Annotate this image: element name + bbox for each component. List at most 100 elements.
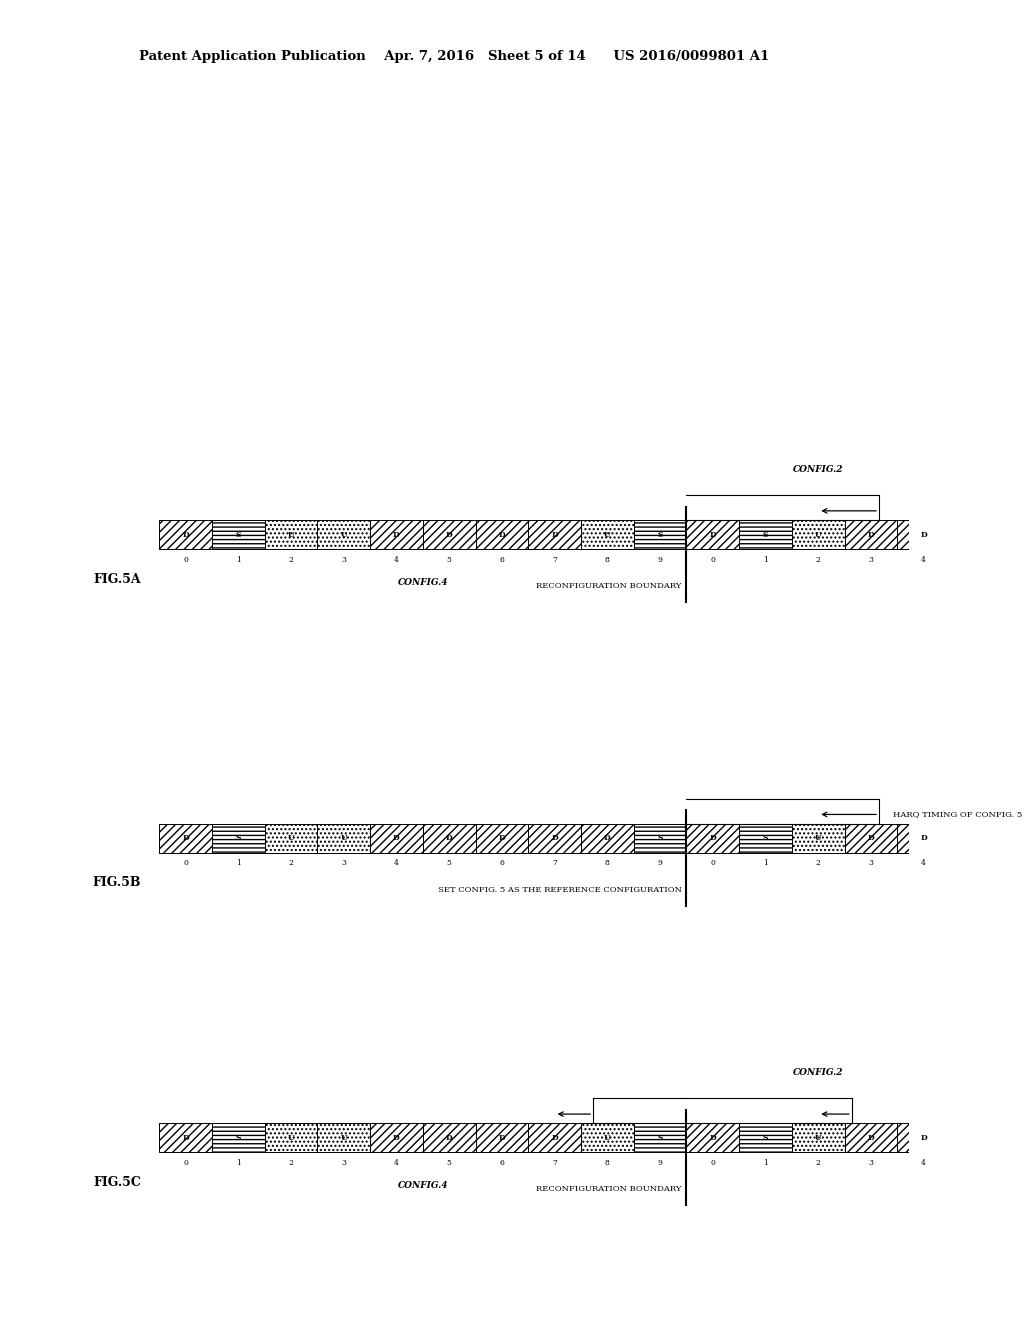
FancyBboxPatch shape bbox=[370, 520, 423, 549]
FancyBboxPatch shape bbox=[739, 520, 792, 549]
Text: FIG.5B: FIG.5B bbox=[92, 876, 141, 890]
FancyBboxPatch shape bbox=[897, 824, 950, 853]
Text: U: U bbox=[815, 531, 821, 539]
Text: 3: 3 bbox=[341, 1159, 346, 1167]
Text: D: D bbox=[921, 531, 927, 539]
Text: 5: 5 bbox=[446, 556, 452, 564]
Text: D: D bbox=[499, 834, 505, 842]
Text: FIG.5A: FIG.5A bbox=[93, 573, 141, 586]
FancyBboxPatch shape bbox=[845, 824, 897, 853]
FancyBboxPatch shape bbox=[897, 520, 950, 549]
Text: D: D bbox=[182, 1134, 188, 1142]
FancyBboxPatch shape bbox=[581, 1123, 634, 1152]
FancyBboxPatch shape bbox=[264, 520, 317, 549]
Text: 4: 4 bbox=[394, 556, 398, 564]
Text: D: D bbox=[867, 1134, 874, 1142]
Text: D: D bbox=[710, 531, 716, 539]
Text: 3: 3 bbox=[868, 1159, 873, 1167]
Text: CONFIG.4: CONFIG.4 bbox=[397, 1181, 449, 1191]
Text: 2: 2 bbox=[816, 556, 820, 564]
FancyBboxPatch shape bbox=[528, 520, 581, 549]
Text: D: D bbox=[393, 1134, 399, 1142]
FancyBboxPatch shape bbox=[528, 824, 581, 853]
Text: CONFIG.4: CONFIG.4 bbox=[397, 578, 449, 587]
Text: 3: 3 bbox=[868, 556, 873, 564]
Text: 0: 0 bbox=[711, 556, 715, 564]
Text: U: U bbox=[815, 834, 821, 842]
Text: RECONFIGURATION BOUNDARY: RECONFIGURATION BOUNDARY bbox=[537, 1185, 682, 1193]
FancyBboxPatch shape bbox=[370, 824, 423, 853]
Text: U: U bbox=[340, 1134, 347, 1142]
Text: D: D bbox=[445, 1134, 453, 1142]
Text: 0: 0 bbox=[711, 1159, 715, 1167]
Text: 0: 0 bbox=[711, 859, 715, 867]
FancyBboxPatch shape bbox=[212, 1123, 264, 1152]
Text: U: U bbox=[340, 834, 347, 842]
Text: FIG.5C: FIG.5C bbox=[93, 1176, 141, 1189]
Text: 1: 1 bbox=[763, 859, 768, 867]
FancyBboxPatch shape bbox=[212, 824, 264, 853]
Text: 9: 9 bbox=[657, 1159, 663, 1167]
Text: S: S bbox=[236, 1134, 241, 1142]
Text: 2: 2 bbox=[816, 859, 820, 867]
FancyBboxPatch shape bbox=[423, 1123, 475, 1152]
FancyBboxPatch shape bbox=[317, 520, 370, 549]
Text: 4: 4 bbox=[394, 859, 398, 867]
Text: S: S bbox=[763, 834, 768, 842]
Text: 6: 6 bbox=[500, 556, 504, 564]
Text: S: S bbox=[657, 834, 663, 842]
Text: 3: 3 bbox=[868, 859, 873, 867]
Text: D: D bbox=[499, 1134, 505, 1142]
Text: 0: 0 bbox=[183, 556, 188, 564]
Text: S: S bbox=[763, 531, 768, 539]
FancyBboxPatch shape bbox=[264, 824, 317, 853]
Text: D: D bbox=[921, 1134, 927, 1142]
Text: CONFIG.2: CONFIG.2 bbox=[793, 465, 844, 474]
Text: D: D bbox=[393, 531, 399, 539]
Text: D: D bbox=[604, 834, 610, 842]
Text: U: U bbox=[604, 1134, 610, 1142]
FancyBboxPatch shape bbox=[739, 824, 792, 853]
Text: HARQ TIMING OF CONFIG. 5: HARQ TIMING OF CONFIG. 5 bbox=[893, 810, 1022, 818]
Text: 4: 4 bbox=[922, 1159, 926, 1167]
Text: D: D bbox=[182, 531, 188, 539]
Text: U: U bbox=[288, 531, 294, 539]
Text: 2: 2 bbox=[289, 1159, 294, 1167]
FancyBboxPatch shape bbox=[686, 824, 739, 853]
Text: U: U bbox=[815, 1134, 821, 1142]
Text: 5: 5 bbox=[446, 859, 452, 867]
Text: 9: 9 bbox=[657, 859, 663, 867]
Text: S: S bbox=[236, 834, 241, 842]
FancyBboxPatch shape bbox=[686, 1123, 739, 1152]
FancyBboxPatch shape bbox=[528, 1123, 581, 1152]
FancyBboxPatch shape bbox=[581, 520, 634, 549]
Text: 3: 3 bbox=[341, 859, 346, 867]
Text: 1: 1 bbox=[236, 556, 241, 564]
Text: RECONFIGURATION BOUNDARY: RECONFIGURATION BOUNDARY bbox=[537, 582, 682, 590]
Text: 6: 6 bbox=[500, 1159, 504, 1167]
Text: 6: 6 bbox=[500, 859, 504, 867]
FancyBboxPatch shape bbox=[475, 520, 528, 549]
Text: 1: 1 bbox=[763, 556, 768, 564]
Text: 7: 7 bbox=[552, 556, 557, 564]
Text: U: U bbox=[288, 1134, 294, 1142]
Text: 4: 4 bbox=[922, 859, 926, 867]
Text: D: D bbox=[393, 834, 399, 842]
FancyBboxPatch shape bbox=[264, 1123, 317, 1152]
Text: 7: 7 bbox=[552, 1159, 557, 1167]
Text: 2: 2 bbox=[289, 556, 294, 564]
Text: U: U bbox=[288, 834, 294, 842]
FancyBboxPatch shape bbox=[792, 1123, 845, 1152]
FancyBboxPatch shape bbox=[897, 1123, 950, 1152]
Text: D: D bbox=[921, 834, 927, 842]
FancyBboxPatch shape bbox=[581, 824, 634, 853]
Text: D: D bbox=[710, 834, 716, 842]
Text: SET CONFIG. 5 AS THE REFERENCE CONFIGURATION: SET CONFIG. 5 AS THE REFERENCE CONFIGURA… bbox=[438, 886, 682, 894]
FancyBboxPatch shape bbox=[370, 1123, 423, 1152]
Text: D: D bbox=[867, 531, 874, 539]
FancyBboxPatch shape bbox=[845, 1123, 897, 1152]
Text: U: U bbox=[604, 531, 610, 539]
FancyBboxPatch shape bbox=[634, 1123, 686, 1152]
Text: 1: 1 bbox=[236, 859, 241, 867]
Text: D: D bbox=[551, 531, 558, 539]
